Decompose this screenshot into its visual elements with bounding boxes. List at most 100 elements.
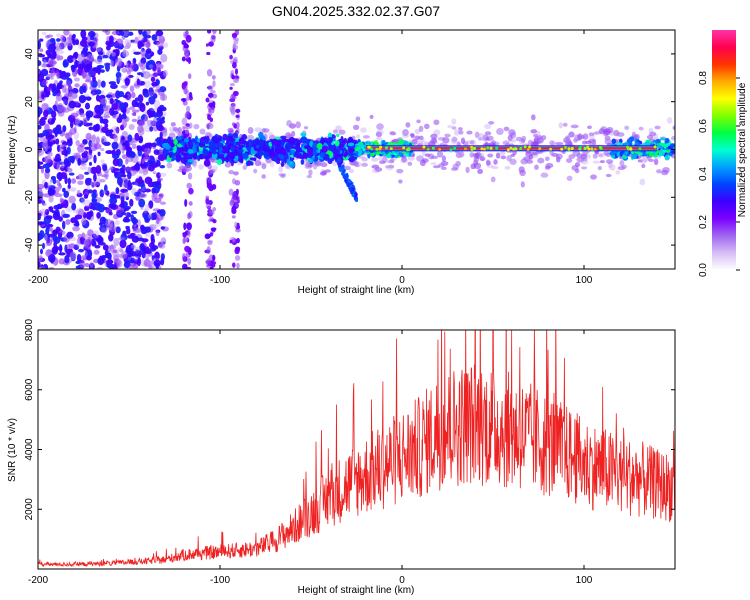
spectrogram-cell [249, 157, 257, 161]
spectrogram-cell [430, 162, 437, 166]
spectrogram-cell [91, 134, 97, 142]
spectrogram-cell [141, 238, 149, 243]
spectrogram-cell [167, 136, 172, 145]
spectrogram-cell [477, 168, 483, 175]
spectrogram-cell [111, 110, 119, 115]
spectrogram-cell [660, 169, 669, 176]
spectrogram-cell [58, 184, 63, 189]
spectrogram-cell [123, 205, 131, 210]
spectrogram-cell [182, 263, 188, 269]
spectrogram-cell [89, 80, 93, 87]
spectrogram-cell [46, 238, 53, 247]
spectrogram-cell [484, 141, 489, 147]
spectrogram-cell [291, 130, 296, 137]
spectrogram-cell [341, 141, 345, 148]
spectrogram-cell [143, 208, 148, 214]
spectrogram-cell [116, 259, 123, 268]
spectrogram-cell [94, 244, 101, 249]
spectrogram-cell [389, 157, 395, 163]
spectrogram-cell [115, 148, 121, 156]
spectrogram-cell [246, 134, 255, 141]
spectrogram-cell [185, 57, 191, 63]
spectrogram-cell [106, 45, 111, 51]
spectrogram-cell [87, 166, 92, 174]
spectrogram-cell [273, 140, 278, 146]
spectrogram-cell [53, 157, 62, 162]
spectrogram-cell [44, 167, 51, 174]
spectrogram-cell [184, 49, 191, 55]
spectrogram-cell [210, 90, 216, 94]
spectrogram-cell [280, 135, 287, 140]
spectrogram-cell [238, 137, 245, 145]
spectrogram-cell [205, 204, 212, 209]
spectrogram-cell [115, 90, 121, 99]
figure-title: GN04.2025.332.02.37.G07 [272, 3, 440, 19]
spectrogram-cell [367, 145, 371, 149]
spectrogram-cell [56, 50, 65, 54]
spectrogram-cell [160, 253, 165, 261]
spectrogram-cell [572, 149, 581, 157]
spectrogram-cell [441, 155, 447, 162]
spectrogram-cell [354, 193, 358, 197]
spectrogram-cell [212, 255, 216, 261]
spectrogram-cell [77, 63, 86, 70]
spectrogram-cell [486, 135, 494, 141]
spectrogram-cell [422, 145, 426, 149]
spectrogram-cell [574, 162, 581, 168]
spectrogram-cell [44, 155, 52, 164]
spectrogram-cell [197, 138, 201, 143]
spectrogram-cell [591, 138, 597, 146]
spectrogram-cell [231, 74, 235, 80]
spectrogram-cell [92, 124, 100, 132]
spectrogram-cell [142, 173, 146, 177]
spectrogram-cell [175, 153, 182, 162]
spectrogram-cell [42, 263, 49, 269]
spectrogram-cell [48, 195, 54, 203]
spectrogram-cell [181, 56, 186, 62]
spectrogram-cell [347, 136, 354, 144]
spectrogram-cell [144, 176, 153, 185]
spectrogram-cell [95, 165, 102, 174]
spectrogram-cell [96, 266, 104, 269]
spectrogram-cell [183, 222, 187, 231]
spectrogram-cell [75, 39, 80, 46]
x-tick-label: 0 [399, 275, 405, 286]
spectrogram-cell [229, 54, 233, 60]
spectrogram-cell [123, 167, 131, 171]
spectrogram-cell [597, 153, 605, 158]
spectrogram-cell [66, 166, 70, 171]
spectrogram-cell [97, 203, 105, 213]
spectrogram-cell [301, 147, 306, 151]
spectrogram-cell [160, 226, 165, 230]
spectrogram-cell [87, 229, 94, 237]
spectrogram-cell [42, 202, 47, 207]
spectrogram-cell [47, 187, 54, 196]
spectrogram-cell [370, 152, 375, 157]
spectrogram-cell [67, 95, 72, 101]
spectrogram-cell [108, 35, 114, 43]
spectrogram-cell [56, 71, 60, 80]
spectrogram-cell [530, 129, 538, 134]
spectrogram-cell [493, 159, 498, 165]
spectrogram-cell [626, 145, 629, 149]
spectrogram-cell [653, 145, 657, 149]
spectrogram-cell [41, 79, 48, 86]
spectrogram-cell [184, 236, 189, 241]
spectrogram-cell [480, 157, 486, 161]
spectrogram-cell [84, 102, 91, 110]
spectrogram-cell [122, 94, 129, 99]
spectrogram-cell [361, 156, 368, 162]
spectrogram-cell [131, 143, 137, 150]
spectrogram-cell [530, 114, 536, 121]
spectrogram-cell [56, 38, 61, 42]
spectrogram-cell [299, 137, 307, 142]
spectrogram-cell [156, 79, 160, 85]
spectrogram-cell [145, 203, 150, 212]
spectrogram-cell [81, 152, 88, 158]
spectrogram-cell [159, 38, 165, 43]
spectrogram-cell [105, 94, 113, 98]
spectrogram-cell [85, 73, 92, 82]
spectrogram-cell [670, 150, 675, 154]
spectrogram-cell [337, 157, 341, 162]
spectrogram-cell [188, 187, 194, 195]
